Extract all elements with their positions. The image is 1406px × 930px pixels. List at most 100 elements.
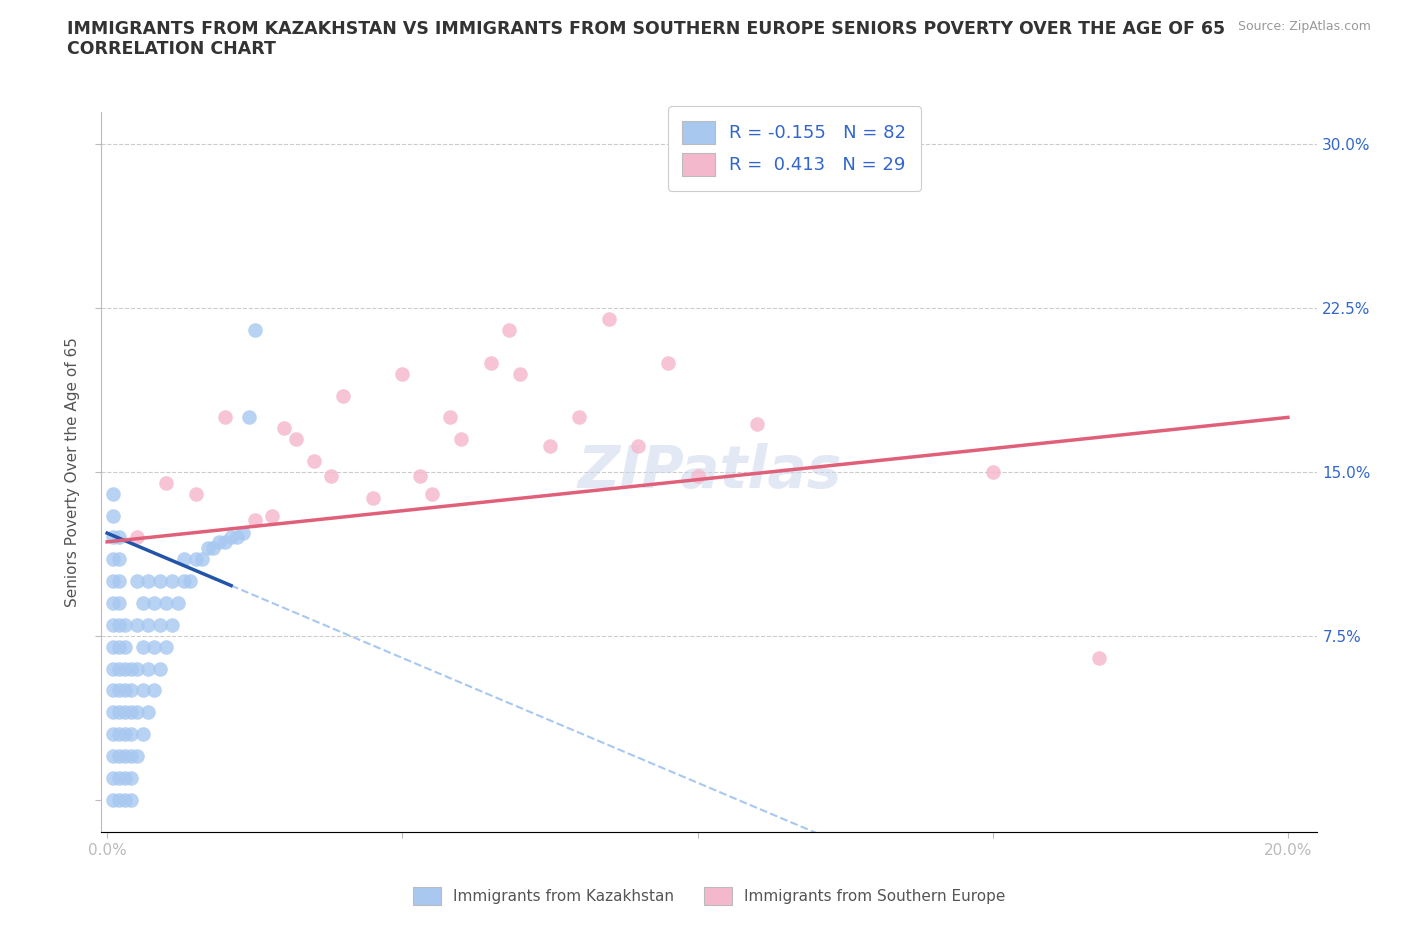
Point — [101, 530, 124, 545]
Point — [627, 438, 650, 453]
Text: CORRELATION CHART: CORRELATION CHART — [67, 40, 277, 58]
Point — [108, 595, 131, 610]
Point — [302, 454, 325, 469]
Point — [120, 770, 142, 785]
Point — [101, 749, 124, 764]
Point — [149, 574, 172, 589]
Point — [321, 469, 343, 484]
Point — [138, 705, 160, 720]
Point — [568, 410, 591, 425]
Point — [439, 410, 461, 425]
Point — [273, 421, 295, 436]
Point — [190, 551, 212, 566]
Point — [114, 749, 136, 764]
Point — [101, 639, 124, 654]
Point — [155, 475, 177, 490]
Point — [226, 530, 249, 545]
Point — [498, 323, 520, 338]
Point — [101, 661, 124, 676]
Point — [155, 595, 177, 610]
Point — [143, 595, 166, 610]
Point — [114, 770, 136, 785]
Point — [361, 491, 384, 506]
Point — [114, 705, 136, 720]
Point — [131, 726, 153, 741]
Point — [262, 508, 284, 523]
Point — [1088, 650, 1111, 665]
Legend: Immigrants from Kazakhstan, Immigrants from Southern Europe: Immigrants from Kazakhstan, Immigrants f… — [406, 882, 1012, 911]
Point — [101, 792, 124, 807]
Point — [179, 574, 201, 589]
Point — [125, 574, 148, 589]
Point — [131, 639, 153, 654]
Point — [981, 465, 1004, 480]
Point — [143, 683, 166, 698]
Point — [125, 618, 148, 632]
Point — [101, 551, 124, 566]
Point — [108, 661, 131, 676]
Point — [120, 661, 142, 676]
Point — [219, 530, 242, 545]
Point — [108, 683, 131, 698]
Point — [114, 726, 136, 741]
Point — [509, 366, 531, 381]
Point — [101, 486, 124, 501]
Point — [108, 749, 131, 764]
Point — [108, 551, 131, 566]
Point — [243, 323, 266, 338]
Point — [138, 574, 160, 589]
Point — [173, 574, 195, 589]
Point — [114, 618, 136, 632]
Point — [214, 535, 236, 550]
Point — [214, 410, 236, 425]
Point — [197, 541, 219, 556]
Point — [131, 595, 153, 610]
Point — [108, 530, 131, 545]
Point — [114, 661, 136, 676]
Point — [120, 726, 142, 741]
Text: ZIPatlas: ZIPatlas — [576, 444, 842, 500]
Point — [149, 661, 172, 676]
Point — [108, 574, 131, 589]
Point — [184, 551, 207, 566]
Point — [160, 574, 183, 589]
Point — [143, 639, 166, 654]
Point — [120, 749, 142, 764]
Point — [686, 469, 709, 484]
Point — [101, 595, 124, 610]
Point — [108, 705, 131, 720]
Point — [332, 388, 354, 403]
Point — [243, 512, 266, 527]
Point — [391, 366, 413, 381]
Text: Source: ZipAtlas.com: Source: ZipAtlas.com — [1237, 20, 1371, 33]
Text: IMMIGRANTS FROM KAZAKHSTAN VS IMMIGRANTS FROM SOUTHERN EUROPE SENIORS POVERTY OV: IMMIGRANTS FROM KAZAKHSTAN VS IMMIGRANTS… — [67, 20, 1226, 38]
Point — [173, 551, 195, 566]
Point — [108, 792, 131, 807]
Point — [184, 486, 207, 501]
Point — [479, 355, 502, 370]
Point — [125, 530, 148, 545]
Point — [120, 792, 142, 807]
Point — [208, 535, 231, 550]
Point — [108, 770, 131, 785]
Point — [120, 705, 142, 720]
Point — [108, 618, 131, 632]
Point — [450, 432, 472, 446]
Point — [114, 792, 136, 807]
Point — [149, 618, 172, 632]
Point — [657, 355, 679, 370]
Point — [202, 541, 225, 556]
Point — [138, 618, 160, 632]
Point — [120, 683, 142, 698]
Point — [101, 705, 124, 720]
Point — [238, 410, 260, 425]
Point — [114, 683, 136, 698]
Point — [125, 661, 148, 676]
Point — [101, 508, 124, 523]
Point — [125, 705, 148, 720]
Y-axis label: Seniors Poverty Over the Age of 65: Seniors Poverty Over the Age of 65 — [65, 337, 80, 607]
Point — [160, 618, 183, 632]
Point — [167, 595, 190, 610]
Point — [538, 438, 561, 453]
Point — [101, 574, 124, 589]
